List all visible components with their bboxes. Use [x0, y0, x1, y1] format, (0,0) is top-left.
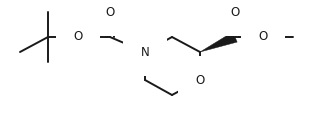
Text: O: O — [105, 5, 115, 18]
Polygon shape — [200, 32, 237, 52]
Text: O: O — [196, 74, 204, 87]
Text: O: O — [230, 5, 240, 18]
Text: O: O — [73, 31, 83, 44]
Text: O: O — [258, 31, 268, 44]
Text: N: N — [140, 46, 149, 59]
